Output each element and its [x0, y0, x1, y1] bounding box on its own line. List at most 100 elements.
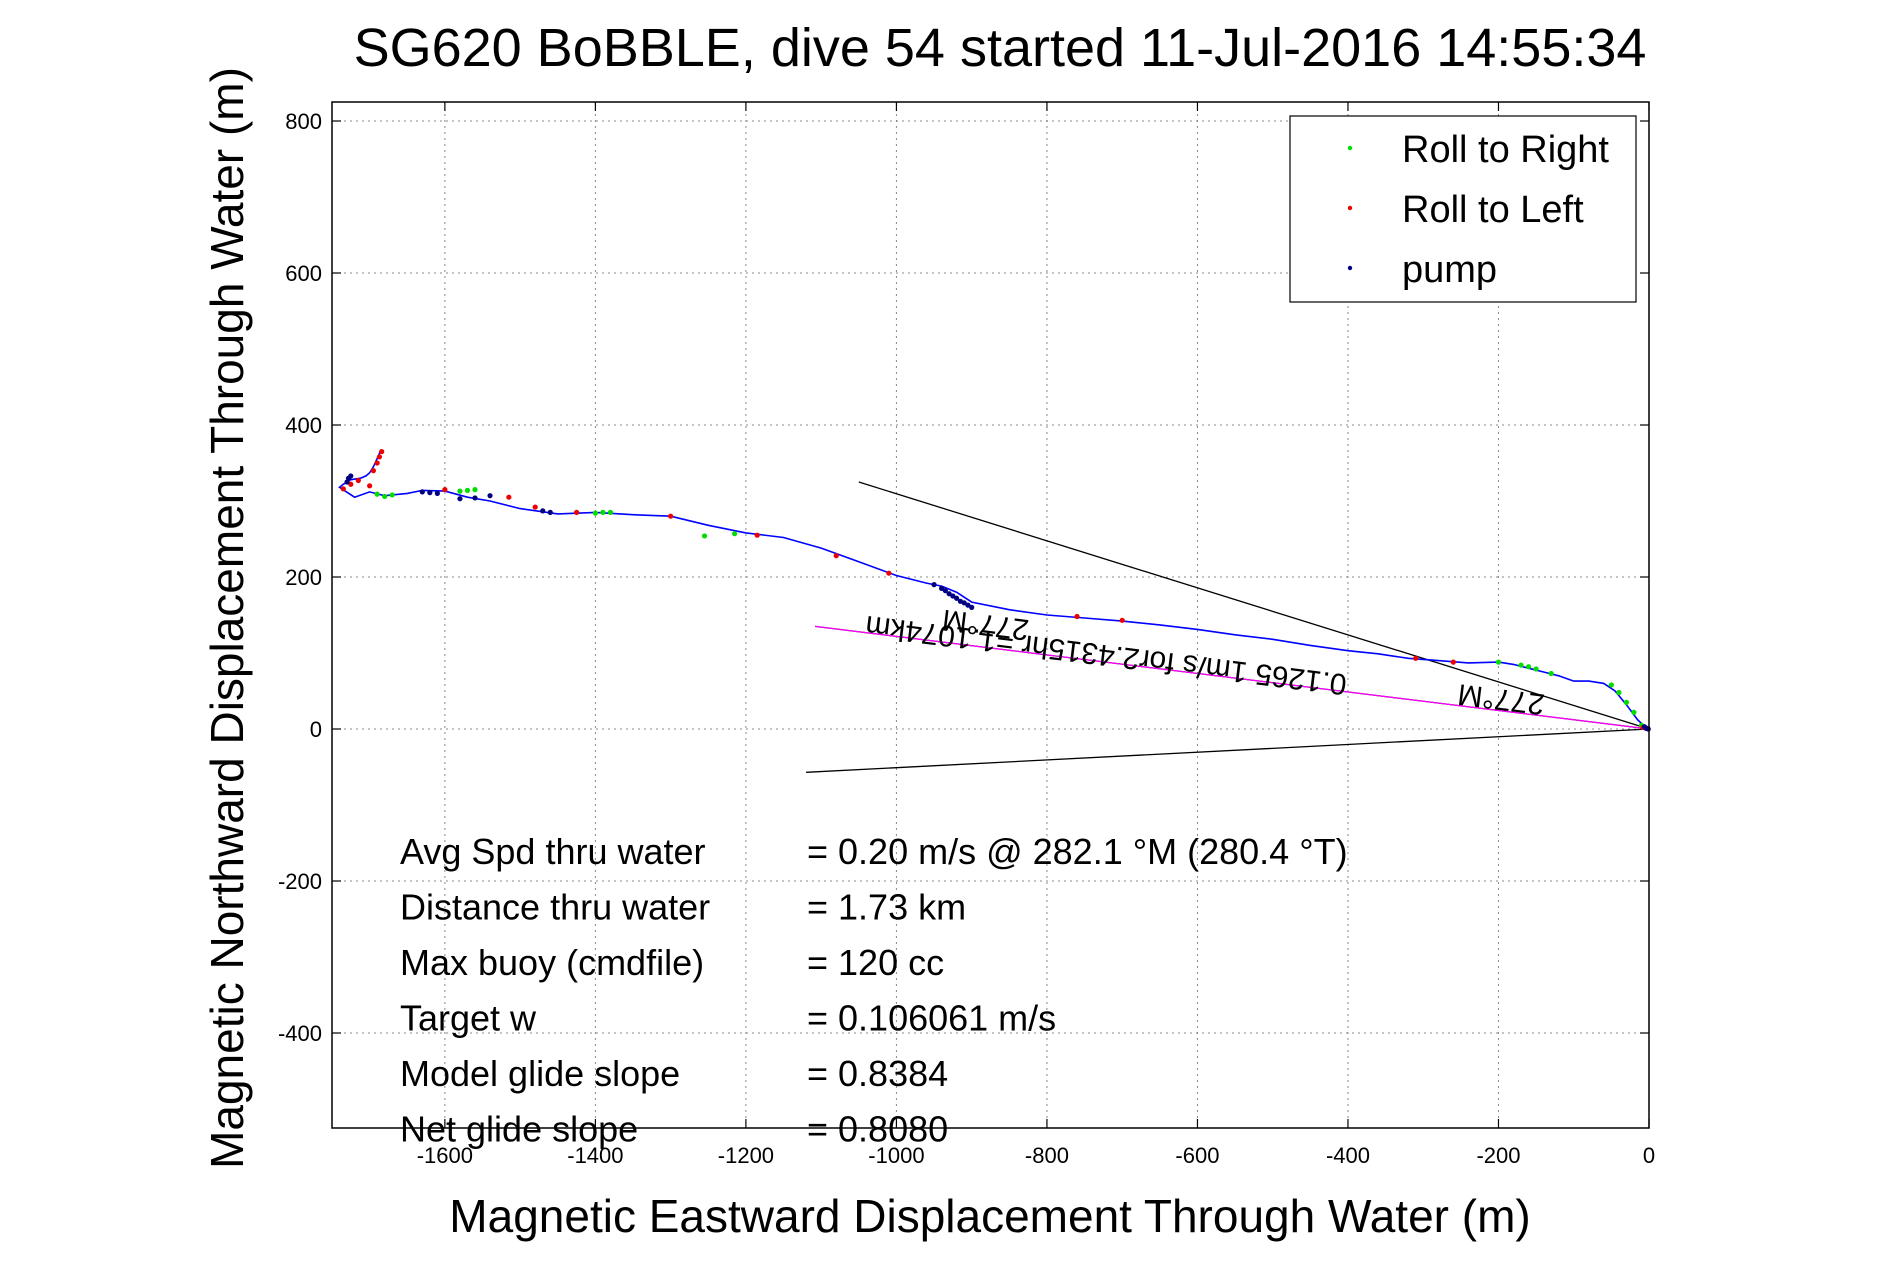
stat-label: Net glide slope [400, 1109, 638, 1150]
y-tick-label: -400 [278, 1021, 322, 1046]
pump-marker [942, 588, 948, 594]
roll-right-marker [1608, 682, 1614, 688]
pump-marker [419, 489, 425, 495]
reference-line [858, 481, 1650, 730]
stats-table: Avg Spd thru water = 0.20 m/s @ 282.1 °M … [400, 831, 1348, 1150]
pump-marker [957, 598, 963, 604]
stat-label: Max buoy (cmdfile) [400, 942, 704, 983]
roll-left-marker [340, 486, 346, 492]
track-annotation: 277°M [1456, 677, 1546, 720]
legend-label: Roll to Right [1402, 129, 1609, 171]
roll-left-marker [1450, 659, 1456, 665]
pump-marker [487, 493, 493, 499]
stat-value: = 0.8080 [807, 1109, 948, 1150]
roll-left-marker [506, 494, 512, 500]
stat-value: = 0.8384 [807, 1053, 948, 1094]
x-tick-label: -200 [1476, 1143, 1520, 1168]
legend: Roll to Right Roll to Left pump [1289, 115, 1637, 303]
x-tick-label: -400 [1326, 1143, 1370, 1168]
x-tick-label: -1000 [868, 1143, 924, 1168]
roll-left-marker [355, 477, 361, 484]
pump-marker [965, 602, 971, 608]
x-axis-ticks: -1600 -1400 -1200 -1000 -800 -600 -400 -200 0 [417, 102, 1655, 1168]
roll-right-marker [592, 510, 599, 516]
roll-right-marker [1631, 709, 1637, 715]
x-tick-label: -600 [1175, 1143, 1219, 1168]
x-axis-label: Magnetic Eastward Displacement Through W… [449, 1190, 1530, 1242]
roll-right-marker [1525, 664, 1532, 670]
roll-left-marker [442, 487, 448, 493]
roll-right-marker [732, 531, 738, 537]
stat-label: Distance thru water [400, 887, 710, 928]
roll-left-marker [668, 513, 674, 519]
pump-marker [946, 591, 952, 597]
roll-left-marker [573, 509, 580, 515]
pump-marker [434, 490, 440, 496]
x-tick-label: -1600 [417, 1143, 473, 1168]
pump-marker [931, 582, 937, 588]
x-tick-label: -1200 [718, 1143, 774, 1168]
roll-right-marker [1623, 699, 1630, 706]
legend-box [1289, 115, 1637, 303]
pump-marker [1641, 724, 1648, 730]
legend-marker [1347, 205, 1353, 211]
roll-right-marker [701, 533, 708, 539]
stat-value: = 0.20 m/s @ 282.1 °M (280.4 °T) [807, 831, 1348, 872]
roll-left-marker [374, 460, 380, 466]
roll-left-marker [886, 570, 892, 576]
roll-right-marker [382, 493, 388, 500]
y-tick-label: 400 [285, 413, 322, 438]
pump-marker [950, 593, 956, 599]
roll-right-marker [1533, 666, 1539, 672]
y-tick-label: -200 [278, 869, 322, 894]
track-line [338, 449, 1650, 730]
plot-frame [331, 101, 1650, 1129]
y-tick-label: 600 [285, 261, 322, 286]
roll-right-marker [1518, 662, 1524, 668]
pump-marker [457, 496, 463, 502]
roll-left-marker [367, 483, 373, 489]
roll-right-marker [1495, 659, 1502, 665]
legend-label: Roll to Left [1402, 189, 1584, 231]
y-axis-label: Magnetic Northward Displacement Through … [201, 67, 253, 1169]
y-tick-label: 800 [285, 109, 322, 134]
pump-marker [547, 509, 553, 515]
y-axis-ticks: -400 -200 0 200 400 600 800 [278, 109, 1649, 1046]
roll-right-marker [374, 491, 380, 497]
dive-track [338, 449, 1650, 730]
roll-right-marker [472, 487, 478, 493]
roll-right-marker [389, 492, 395, 498]
pump-marker [427, 490, 433, 496]
track-annotation: 0.1265 1m/s for2.4315hr =1.1074km [864, 609, 1349, 701]
reference-line [806, 728, 1650, 773]
y-tick-label: 200 [285, 565, 322, 590]
roll-left-marker [370, 468, 376, 474]
roll-left-marker [532, 504, 538, 510]
stat-value: = 120 cc [807, 942, 944, 983]
roll-left-marker [1413, 655, 1419, 661]
legend-label: pump [1402, 249, 1497, 291]
roll-right-marker [1616, 689, 1622, 696]
stat-label: Avg Spd thru water [400, 831, 706, 872]
pump-marker [954, 595, 960, 601]
roll-right-marker [457, 488, 463, 494]
legend-marker [1347, 265, 1353, 271]
roll-left-marker [1119, 617, 1125, 623]
pump-marker [540, 508, 546, 514]
pump-marker [348, 473, 354, 479]
roll-left-marker [376, 454, 383, 460]
reference-line [815, 625, 1650, 730]
roll-right-marker [464, 487, 471, 493]
chart-title: SG620 BoBBLE, dive 54 started 11-Jul-201… [354, 18, 1647, 78]
stat-label: Model glide slope [400, 1053, 680, 1094]
stat-value: = 0.106061 m/s [807, 998, 1056, 1039]
roll-left-marker [833, 553, 839, 559]
stat-label: Target w [400, 998, 537, 1039]
roll-left-marker [754, 532, 760, 538]
stat-value: = 1.73 km [807, 887, 966, 928]
y-tick-label: 0 [310, 717, 322, 742]
x-tick-label: -800 [1025, 1143, 1069, 1168]
x-tick-label: 0 [1643, 1143, 1655, 1168]
roll-right-marker [1548, 670, 1554, 677]
